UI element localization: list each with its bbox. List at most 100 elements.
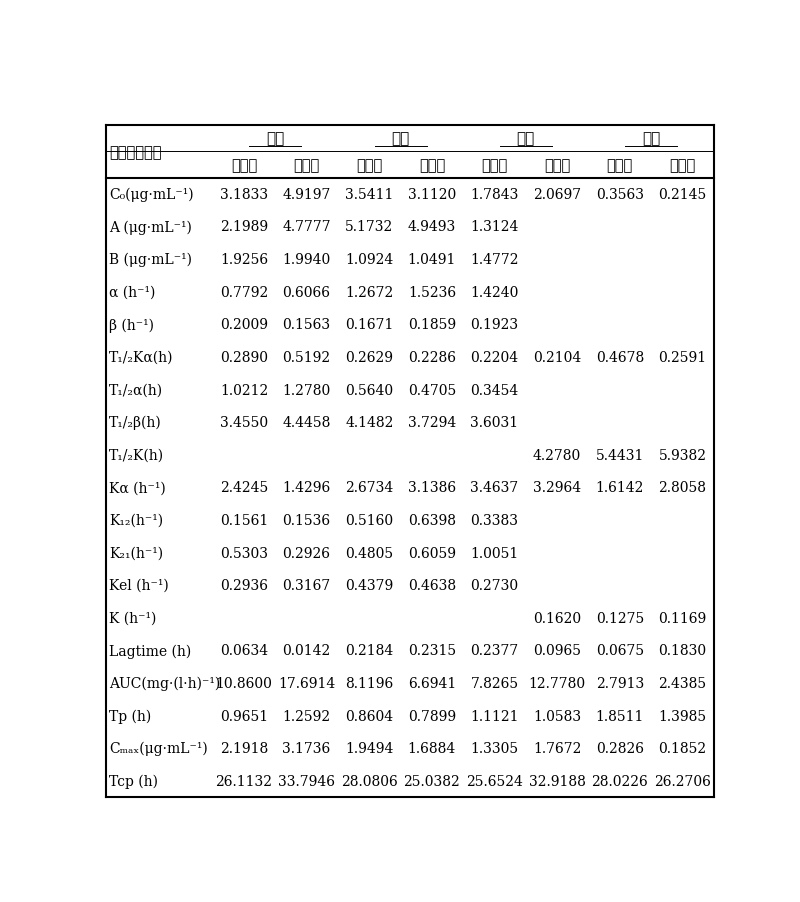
Text: A (μg·mL⁻¹): A (μg·mL⁻¹) (110, 220, 192, 235)
Text: 1.0212: 1.0212 (220, 383, 268, 397)
Text: 0.0965: 0.0965 (533, 644, 581, 658)
Text: 1.6884: 1.6884 (408, 741, 456, 755)
Text: 1.6142: 1.6142 (596, 481, 644, 495)
Text: Tp (h): Tp (h) (110, 709, 151, 723)
Text: 26.2706: 26.2706 (654, 774, 711, 788)
Text: 0.1852: 0.1852 (658, 741, 706, 755)
Text: 0.2377: 0.2377 (470, 644, 518, 658)
Text: 28.0806: 28.0806 (341, 774, 398, 788)
Text: 7.8265: 7.8265 (470, 676, 518, 690)
Text: 5.9382: 5.9382 (658, 448, 706, 462)
Text: 0.3383: 0.3383 (470, 513, 518, 528)
Text: 1.1121: 1.1121 (470, 709, 518, 723)
Text: 1.4772: 1.4772 (470, 253, 518, 267)
Text: 溶液组: 溶液组 (231, 158, 257, 172)
Text: 3.1833: 3.1833 (220, 188, 268, 202)
Text: 4.9493: 4.9493 (408, 220, 456, 235)
Text: 4.9197: 4.9197 (282, 188, 330, 202)
Text: C₀(μg·mL⁻¹): C₀(μg·mL⁻¹) (110, 188, 194, 202)
Text: 肾脏: 肾脏 (391, 132, 410, 146)
Text: Lagtime (h): Lagtime (h) (110, 643, 191, 658)
Text: 33.7946: 33.7946 (278, 774, 335, 788)
Text: 2.4245: 2.4245 (220, 481, 268, 495)
Text: 1.3985: 1.3985 (658, 709, 706, 723)
Text: 0.2286: 0.2286 (408, 351, 456, 364)
Text: 1.2592: 1.2592 (282, 709, 330, 723)
Text: 0.2145: 0.2145 (658, 188, 706, 202)
Text: 0.1536: 0.1536 (282, 513, 330, 528)
Text: 0.1563: 0.1563 (282, 318, 330, 332)
Text: 12.7780: 12.7780 (529, 676, 586, 690)
Text: 0.1620: 0.1620 (533, 611, 582, 625)
Text: 6.6941: 6.6941 (408, 676, 456, 690)
Text: Cₘₐₓ(μg·mL⁻¹): Cₘₐₓ(μg·mL⁻¹) (110, 741, 208, 756)
Text: 4.4458: 4.4458 (282, 416, 330, 429)
Text: 1.2780: 1.2780 (282, 383, 330, 397)
Text: 3.7294: 3.7294 (408, 416, 456, 429)
Text: 2.8058: 2.8058 (658, 481, 706, 495)
Text: 25.0382: 25.0382 (403, 774, 460, 788)
Text: 0.2184: 0.2184 (345, 644, 394, 658)
Text: 2.4385: 2.4385 (658, 676, 706, 690)
Text: 3.5411: 3.5411 (345, 188, 394, 202)
Text: 0.0142: 0.0142 (282, 644, 330, 658)
Text: 1.9940: 1.9940 (282, 253, 330, 267)
Text: 3.2964: 3.2964 (533, 481, 582, 495)
Text: Tcp (h): Tcp (h) (110, 774, 158, 788)
Text: 1.3305: 1.3305 (470, 741, 518, 755)
Text: 0.2926: 0.2926 (282, 546, 330, 560)
Text: α (h⁻¹): α (h⁻¹) (110, 285, 156, 299)
Text: 1.0491: 1.0491 (408, 253, 456, 267)
Text: 2.0697: 2.0697 (533, 188, 582, 202)
Text: 0.2315: 0.2315 (408, 644, 456, 658)
Text: 0.1830: 0.1830 (658, 644, 706, 658)
Text: 4.1482: 4.1482 (345, 416, 394, 429)
Text: 1.0924: 1.0924 (345, 253, 394, 267)
Text: 肏脏: 肏脏 (266, 132, 285, 146)
Text: 0.2204: 0.2204 (470, 351, 518, 364)
Text: 0.2104: 0.2104 (533, 351, 582, 364)
Text: 0.4638: 0.4638 (408, 578, 456, 593)
Text: β (h⁻¹): β (h⁻¹) (110, 318, 154, 332)
Text: 0.2890: 0.2890 (220, 351, 268, 364)
Text: 1.7672: 1.7672 (533, 741, 582, 755)
Text: 0.8604: 0.8604 (345, 709, 394, 723)
Text: 3.6031: 3.6031 (470, 416, 518, 429)
Text: 0.2009: 0.2009 (220, 318, 268, 332)
Text: 5.1732: 5.1732 (345, 220, 394, 235)
Text: T₁/₂α(h): T₁/₂α(h) (110, 383, 163, 397)
Text: 3.1386: 3.1386 (408, 481, 456, 495)
Text: 25.6524: 25.6524 (466, 774, 523, 788)
Text: 3.1120: 3.1120 (408, 188, 456, 202)
Text: 10.8600: 10.8600 (215, 676, 272, 690)
Text: 1.4296: 1.4296 (282, 481, 330, 495)
Text: 0.1275: 0.1275 (596, 611, 644, 625)
Text: 1.0051: 1.0051 (470, 546, 518, 560)
Text: 0.2730: 0.2730 (470, 578, 518, 593)
Text: 0.6398: 0.6398 (408, 513, 456, 528)
Text: 溶液组: 溶液组 (356, 158, 382, 172)
Text: 0.4805: 0.4805 (345, 546, 394, 560)
Text: 0.1859: 0.1859 (408, 318, 456, 332)
Text: 1.2672: 1.2672 (345, 285, 394, 299)
Text: T₁/₂Kα(h): T₁/₂Kα(h) (110, 351, 174, 364)
Text: 1.0583: 1.0583 (533, 709, 582, 723)
Text: 肺脏: 肺脏 (517, 132, 535, 146)
Text: 28.0226: 28.0226 (591, 774, 648, 788)
Text: 8.1196: 8.1196 (345, 676, 394, 690)
Text: 0.3167: 0.3167 (282, 578, 330, 593)
Text: 0.5640: 0.5640 (345, 383, 394, 397)
Text: 脂质体: 脂质体 (670, 158, 696, 172)
Text: 0.2591: 0.2591 (658, 351, 706, 364)
Text: K (h⁻¹): K (h⁻¹) (110, 611, 157, 625)
Text: 1.3124: 1.3124 (470, 220, 518, 235)
Text: 0.5192: 0.5192 (282, 351, 330, 364)
Text: 3.1736: 3.1736 (282, 741, 330, 755)
Text: 参数（单位）: 参数（单位） (110, 144, 162, 160)
Text: 0.7899: 0.7899 (408, 709, 456, 723)
Text: 0.0675: 0.0675 (596, 644, 644, 658)
Text: 1.4240: 1.4240 (470, 285, 518, 299)
Text: 0.4678: 0.4678 (596, 351, 644, 364)
Text: 17.6914: 17.6914 (278, 676, 335, 690)
Text: 0.7792: 0.7792 (220, 285, 268, 299)
